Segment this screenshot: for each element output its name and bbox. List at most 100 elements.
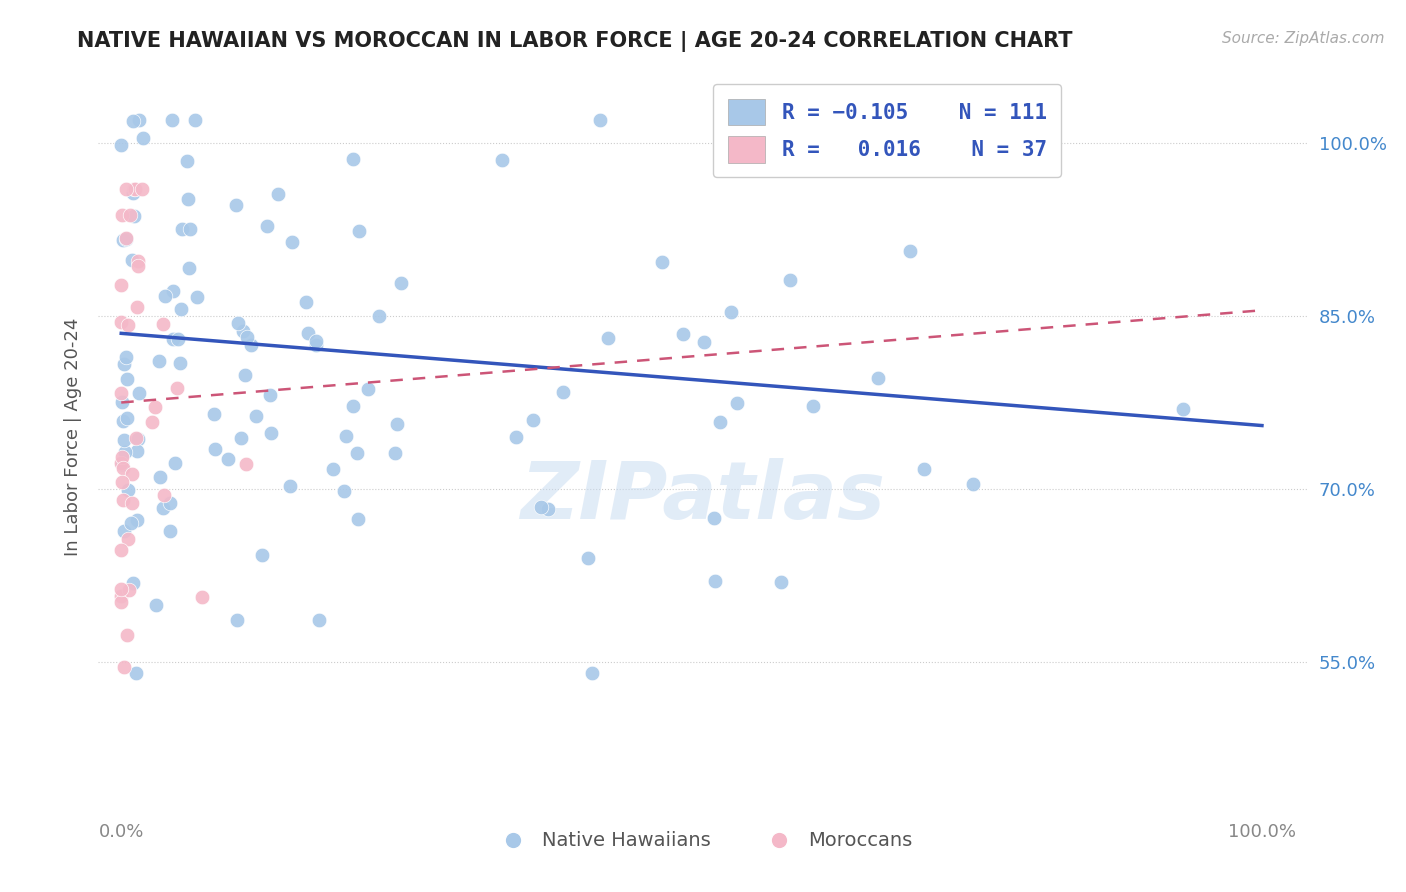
Point: [169, 356, 191, 370]
Point: [111, 460, 134, 475]
Point: [703, 510, 725, 524]
Point: [779, 272, 801, 286]
Point: [110, 589, 132, 603]
Point: [127, 300, 149, 314]
Point: [128, 385, 150, 400]
Point: [148, 354, 170, 368]
Point: [110, 456, 132, 470]
Point: [217, 451, 239, 466]
Point: [384, 446, 406, 460]
Point: [117, 483, 139, 498]
Point: [145, 598, 167, 612]
Point: [128, 113, 150, 128]
Point: [152, 317, 174, 331]
Point: [346, 512, 368, 526]
Point: [111, 234, 134, 248]
Point: [110, 137, 132, 152]
Text: NATIVE HAWAIIAN VS MOROCCAN IN LABOR FORCE | AGE 20-24 CORRELATION CHART: NATIVE HAWAIIAN VS MOROCCAN IN LABOR FOR…: [77, 31, 1073, 53]
Point: [297, 326, 319, 341]
Point: [191, 590, 214, 604]
Point: [155, 289, 177, 303]
Point: [170, 222, 193, 236]
Point: [866, 371, 889, 385]
Point: [122, 209, 145, 223]
Point: [122, 114, 145, 128]
Point: [159, 496, 181, 510]
Point: [536, 502, 558, 516]
Point: [127, 432, 149, 446]
Point: [121, 252, 143, 267]
Point: [118, 582, 141, 597]
Point: [505, 430, 527, 444]
Point: [235, 457, 257, 471]
Y-axis label: In Labor Force | Age 20-24: In Labor Force | Age 20-24: [63, 318, 82, 557]
Point: [112, 434, 135, 448]
Point: [162, 332, 184, 346]
Point: [118, 208, 141, 222]
Point: [305, 338, 328, 352]
Point: [112, 524, 135, 538]
Point: [389, 276, 412, 290]
Point: [117, 318, 139, 332]
Point: [295, 294, 318, 309]
Point: [204, 442, 226, 456]
Point: [589, 113, 612, 128]
Point: [184, 113, 207, 128]
Point: [581, 666, 603, 681]
Legend: Native Hawaiians, Moroccans: Native Hawaiians, Moroccans: [486, 823, 920, 858]
Point: [322, 461, 344, 475]
Point: [122, 182, 145, 196]
Point: [120, 516, 142, 530]
Point: [115, 231, 138, 245]
Point: [278, 479, 301, 493]
Point: [132, 131, 155, 145]
Point: [898, 244, 921, 258]
Point: [576, 550, 599, 565]
Point: [110, 582, 132, 596]
Point: [149, 469, 172, 483]
Point: [114, 182, 136, 196]
Point: [260, 426, 283, 441]
Point: [651, 255, 673, 269]
Point: [170, 302, 193, 317]
Point: [121, 186, 143, 201]
Point: [693, 335, 716, 350]
Point: [349, 224, 371, 238]
Point: [124, 182, 146, 196]
Point: [367, 309, 389, 323]
Point: [229, 431, 252, 445]
Point: [769, 574, 792, 589]
Point: [110, 595, 132, 609]
Point: [346, 446, 368, 460]
Point: [114, 232, 136, 246]
Point: [111, 208, 134, 222]
Point: [672, 326, 695, 341]
Point: [112, 660, 135, 674]
Point: [342, 152, 364, 166]
Text: ZIPatlas: ZIPatlas: [520, 458, 886, 536]
Point: [308, 613, 330, 627]
Point: [801, 399, 824, 413]
Point: [152, 501, 174, 516]
Point: [305, 334, 328, 348]
Point: [115, 627, 138, 641]
Point: [596, 331, 619, 345]
Point: [127, 254, 149, 268]
Point: [162, 284, 184, 298]
Point: [252, 548, 274, 562]
Point: [1173, 401, 1195, 416]
Point: [256, 219, 278, 233]
Point: [114, 350, 136, 364]
Point: [114, 444, 136, 458]
Point: [131, 182, 153, 196]
Point: [342, 399, 364, 413]
Point: [387, 417, 409, 431]
Point: [177, 261, 200, 276]
Point: [725, 396, 748, 410]
Point: [111, 493, 134, 508]
Point: [280, 235, 302, 250]
Point: [111, 475, 134, 489]
Point: [356, 383, 378, 397]
Point: [186, 290, 208, 304]
Point: [125, 431, 148, 445]
